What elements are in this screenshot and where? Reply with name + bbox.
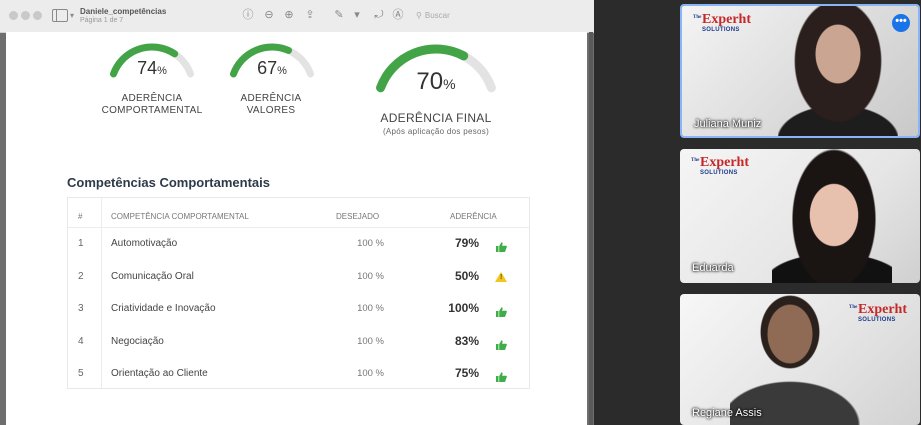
gauge-fill xyxy=(229,43,293,78)
gauge-label-line1: ADERÊNCIA xyxy=(121,93,183,104)
gauge-value: 70% xyxy=(416,68,456,95)
pdf-page: 74% ADERÊNCIA COMPORTAMENTAL 67% ADERÊNC… xyxy=(6,32,587,425)
participant-video xyxy=(778,6,898,136)
participant-tile-3[interactable]: The Experht SOLUTIONS Regiane Assis xyxy=(680,294,920,425)
column-divider xyxy=(101,198,102,388)
participant-video xyxy=(730,294,860,425)
thumbs-up-icon xyxy=(496,337,507,350)
search-icon: ⚲ xyxy=(416,11,422,20)
gauge-values: 67% xyxy=(224,34,320,90)
row-number: 2 xyxy=(78,270,84,282)
participant-tile-1[interactable]: The Experht SOLUTIONS ••• Juliana Muniz xyxy=(680,4,920,138)
gauge-fill xyxy=(376,44,469,93)
row-number: 5 xyxy=(78,368,84,380)
info-icon[interactable]: ⓘ xyxy=(242,9,254,21)
header-divider xyxy=(68,227,529,228)
header-number: # xyxy=(78,212,83,221)
zoom-in-icon[interactable]: ⊕ xyxy=(284,9,294,21)
thumbs-up-icon xyxy=(496,239,507,253)
experht-logo: The Experht SOLUTIONS xyxy=(691,155,749,176)
participant-tile-2[interactable]: The Experht SOLUTIONS Eduarda xyxy=(680,149,920,283)
experht-logo: The Experht SOLUTIONS xyxy=(849,302,907,323)
competency-name: Automotivação xyxy=(111,238,178,250)
sidebar-toggle-icon[interactable] xyxy=(52,9,68,22)
header-competency: COMPETÊNCIA COMPORTAMENTAL xyxy=(111,212,249,221)
gauge-arc xyxy=(229,43,315,78)
zoom-out-icon[interactable]: ⊖ xyxy=(264,9,274,21)
chevron-down-icon[interactable]: ▾ xyxy=(70,11,75,20)
participant-video xyxy=(772,149,892,283)
zoom-window-button[interactable] xyxy=(33,11,42,20)
gauge-label-line1: ADERÊNCIA FINAL xyxy=(380,111,492,125)
title-bar: ▾ Daniele_competências Página 1 de 7 ⓘ ⊖… xyxy=(0,0,594,33)
adherence-value: 83% xyxy=(454,333,479,348)
gauge-label-behavioral: ADERÊNCIA COMPORTAMENTAL xyxy=(97,93,207,117)
thumbs-up-icon xyxy=(496,369,507,383)
gauge-arc xyxy=(109,43,195,78)
warning-icon: ! xyxy=(495,271,507,282)
header-desired: DESEJADO xyxy=(336,212,380,221)
markup-chevron-icon[interactable]: ▾ xyxy=(354,9,360,21)
gauge-value: 67% xyxy=(257,58,287,78)
rotate-icon[interactable]: ⤾ xyxy=(374,9,384,21)
adherence-value: 75% xyxy=(454,366,479,381)
thumbs-up-icon xyxy=(496,304,507,318)
annotate-icon[interactable]: Ⓐ xyxy=(392,9,404,21)
row-number: 3 xyxy=(78,303,84,315)
adherence-value: 79% xyxy=(454,236,479,251)
gauge-behavioral: 74% xyxy=(104,34,200,90)
adherence-value: 50% xyxy=(454,268,479,283)
row-number: 4 xyxy=(78,335,84,347)
participant-name: Regiane Assis xyxy=(692,407,762,419)
gauge-label-line2: (Após aplicação dos pesos) xyxy=(382,127,490,136)
participant-name: Eduarda xyxy=(692,262,734,274)
row-number: 1 xyxy=(78,238,84,250)
competency-name: Negociação xyxy=(111,335,164,347)
desired-value: 100 % xyxy=(357,270,384,282)
search-placeholder: Buscar xyxy=(424,11,450,20)
document-page-info: Página 1 de 7 xyxy=(80,17,124,24)
gauge-label-line2: COMPORTAMENTAL xyxy=(101,105,203,116)
minimize-window-button[interactable] xyxy=(21,11,30,20)
document-title: Daniele_competências xyxy=(80,7,167,16)
experht-logo: The Experht SOLUTIONS xyxy=(693,12,751,33)
search-field[interactable]: ⚲ Buscar xyxy=(416,8,586,24)
adherence-value: 100% xyxy=(448,301,479,316)
desired-value: 100 % xyxy=(357,238,384,250)
competency-name: Comunicação Oral xyxy=(111,270,194,282)
section-title: Competências Comportamentais xyxy=(67,175,270,190)
gauge-arc xyxy=(376,44,496,93)
desired-value: 100 % xyxy=(357,368,384,380)
pdf-viewer-window: ▾ Daniele_competências Página 1 de 7 ⓘ ⊖… xyxy=(0,0,594,425)
gauge-label-line2: VALORES xyxy=(246,105,296,116)
competency-name: Criatividade e Inovação xyxy=(111,303,216,315)
gauge-label-line1: ADERÊNCIA xyxy=(240,93,302,104)
gauge-fill xyxy=(109,43,179,78)
competency-name: Orientação ao Cliente xyxy=(111,368,208,380)
desired-value: 100 % xyxy=(357,303,384,315)
gauge-label-values: ADERÊNCIA VALORES xyxy=(216,93,326,117)
scrollbar[interactable] xyxy=(589,32,593,425)
close-window-button[interactable] xyxy=(9,11,18,20)
markup-pen-icon[interactable]: ✎ xyxy=(334,9,344,21)
gauge-value: 74% xyxy=(137,58,167,78)
gauge-label-final: ADERÊNCIA FINAL (Após aplicação dos peso… xyxy=(366,110,506,138)
competencies-table: # COMPETÊNCIA COMPORTAMENTAL DESEJADO AD… xyxy=(67,197,530,389)
share-icon[interactable]: ⇪ xyxy=(305,9,315,21)
gauge-final: 70% xyxy=(368,34,504,110)
header-adherence: ADERÊNCIA xyxy=(450,212,497,221)
more-options-icon[interactable]: ••• xyxy=(892,14,910,32)
desired-value: 100 % xyxy=(357,335,384,347)
participant-name: Juliana Muniz xyxy=(694,118,762,130)
